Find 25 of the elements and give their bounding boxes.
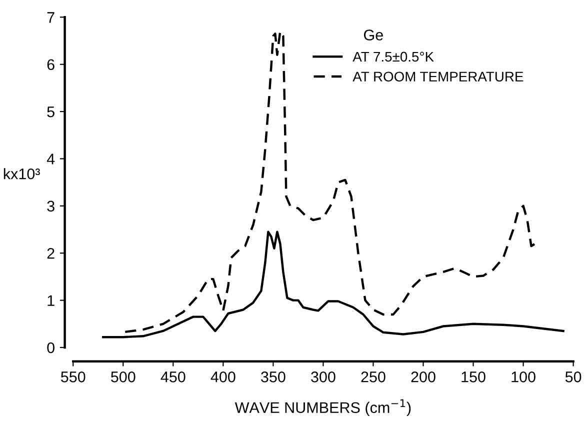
x-tick-label: 450 <box>160 372 186 382</box>
x-tick-label: 250 <box>361 372 386 382</box>
y-tick-label: 1 <box>48 295 54 306</box>
y-tick-label: 4 <box>46 154 55 164</box>
x-tick-label: 500 <box>111 372 136 382</box>
x-tick-label: 150 <box>462 372 486 382</box>
x-tick-label: 550 <box>60 372 86 382</box>
legend-label: AT 7.5±0.5°K <box>352 52 434 62</box>
y-tick-label: 2 <box>47 248 54 259</box>
y-tick-label: 0 <box>47 342 54 354</box>
x-tick-label: 100 <box>512 372 536 382</box>
y-tick-label: 3 <box>47 200 54 212</box>
x-tick-label: 300 <box>311 372 336 382</box>
y-axis-title: kx10³ <box>4 168 40 180</box>
y-tick-label: 6 <box>47 59 54 70</box>
y-tick-label: 7 <box>47 12 54 23</box>
legend-label: AT ROOM TEMPERATURE <box>352 72 524 82</box>
x-tick-label: 350 <box>261 372 286 382</box>
annotation: Ge <box>364 30 383 40</box>
x-tick-label: 400 <box>210 372 236 382</box>
x-tick-label: 200 <box>411 372 436 382</box>
x-axis-title: WAVE NUMBERS (cm$^{−1}$) <box>234 399 411 416</box>
line-series <box>102 230 564 338</box>
y-tick-label: 5 <box>47 106 54 118</box>
x-tick-label: 50 <box>565 372 582 382</box>
